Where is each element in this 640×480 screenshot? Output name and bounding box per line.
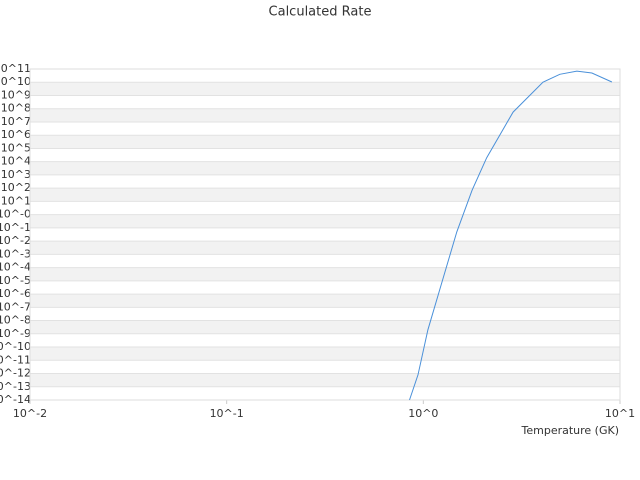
y-tick-label: 10^-4 bbox=[0, 261, 31, 274]
grid-band bbox=[30, 82, 620, 96]
y-tick-label: 10^-7 bbox=[0, 300, 31, 313]
x-tick-label: 10^1 bbox=[605, 407, 635, 420]
y-tick-label: 10^8 bbox=[1, 102, 31, 115]
y-tick-label: 10^5 bbox=[1, 141, 31, 154]
y-tick-label: 10^2 bbox=[1, 181, 31, 194]
y-tick-label: 10^11 bbox=[0, 62, 31, 75]
grid-band bbox=[30, 135, 620, 149]
grid-band bbox=[30, 161, 620, 175]
grid-band bbox=[30, 108, 620, 122]
x-tick-label: 10^-1 bbox=[210, 407, 244, 420]
y-tick-label: 10^-3 bbox=[0, 247, 31, 260]
y-tick-label: 10^-6 bbox=[0, 287, 31, 300]
y-tick-label: 10^9 bbox=[1, 88, 31, 101]
y-tick-label: 10^-11 bbox=[0, 353, 31, 366]
y-tick-label: 10^6 bbox=[1, 128, 31, 141]
y-tick-label: 10^3 bbox=[1, 168, 31, 181]
grid-band bbox=[30, 241, 620, 255]
plot-border bbox=[29, 68, 621, 401]
grid-band bbox=[30, 267, 620, 281]
y-tick-label: 10^-10 bbox=[0, 340, 31, 353]
y-tick-label: 10^-5 bbox=[0, 274, 31, 287]
y-tick-label: 10^-14 bbox=[0, 393, 31, 406]
y-tick-label: 10^10 bbox=[0, 75, 31, 88]
y-tick-label: 10^-8 bbox=[0, 314, 31, 327]
data-line bbox=[409, 70, 613, 401]
y-tick-label: 10^-2 bbox=[0, 234, 31, 247]
y-tick-label: 10^-13 bbox=[0, 380, 31, 393]
x-tick-label: 10^0 bbox=[408, 407, 438, 420]
grid-band bbox=[30, 347, 620, 361]
grid-band bbox=[30, 188, 620, 202]
y-tick-label: 10^-0 bbox=[0, 208, 31, 221]
grid-band bbox=[30, 373, 620, 387]
grid-band bbox=[30, 214, 620, 228]
y-tick-label: 10^-9 bbox=[0, 327, 31, 340]
grid-band bbox=[30, 294, 620, 308]
y-tick-label: 10^7 bbox=[1, 115, 31, 128]
y-tick-label: 10^-1 bbox=[0, 221, 31, 234]
y-tick-label: 10^4 bbox=[1, 155, 31, 168]
x-tick-label: 10^-2 bbox=[13, 407, 47, 420]
chart-title: Calculated Rate bbox=[269, 5, 372, 20]
x-axis-label: Temperature (GK) bbox=[521, 424, 620, 437]
grid-band bbox=[30, 320, 620, 334]
y-tick-label: 10^1 bbox=[1, 194, 31, 207]
y-tick-label: 10^-12 bbox=[0, 367, 31, 380]
